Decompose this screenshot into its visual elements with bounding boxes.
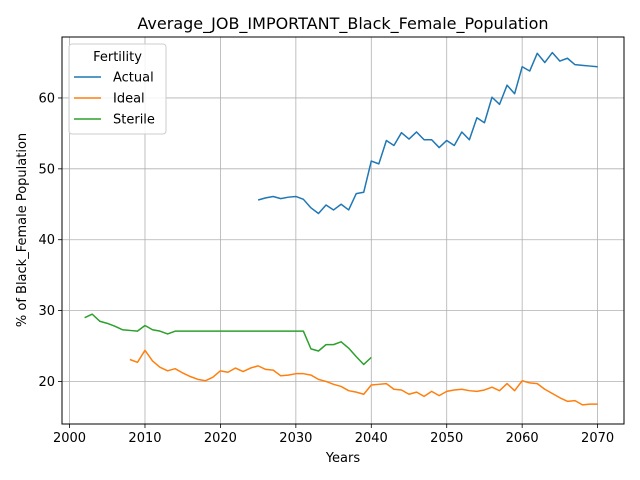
x-tick-label: 2070 bbox=[581, 431, 614, 446]
x-tick-label: 2000 bbox=[53, 431, 86, 446]
series-line-actual bbox=[257, 51, 598, 215]
x-tick-label: 2050 bbox=[430, 431, 463, 446]
plot-frame bbox=[61, 36, 625, 425]
x-tick-label: 2060 bbox=[506, 431, 539, 446]
x-tick-label: 2040 bbox=[355, 431, 388, 446]
y-tick-label: 20 bbox=[38, 375, 55, 390]
y-tick-label: 40 bbox=[38, 233, 55, 248]
chart-title: Average_JOB_IMPORTANT_Black_Female_Popul… bbox=[137, 14, 548, 34]
grid bbox=[62, 37, 624, 424]
x-tick-label: 2030 bbox=[279, 431, 312, 446]
y-tick-label: 50 bbox=[38, 162, 55, 177]
legend-box bbox=[68, 43, 167, 135]
x-axis-label: Years bbox=[325, 451, 361, 466]
ticks: 2000 2010 2020 2030 2040 2050 2060 207020304050… bbox=[38, 91, 614, 446]
y-axis-label: % of Black_Female Population bbox=[15, 133, 30, 327]
x-tick-label: 2010 bbox=[128, 431, 161, 446]
x-tick-label: 2020 bbox=[204, 431, 237, 446]
y-tick-label: 60 bbox=[38, 91, 55, 106]
series-lines bbox=[84, 51, 598, 406]
series-line-ideal bbox=[129, 349, 598, 406]
series-line-sterile bbox=[84, 313, 372, 366]
legend-label-sterile: Sterile bbox=[113, 113, 155, 128]
legend-title: Fertility bbox=[93, 50, 142, 65]
legend-entries: Actual Ideal Sterile bbox=[74, 71, 155, 128]
y-tick-label: 30 bbox=[38, 304, 55, 319]
legend-label-actual: Actual bbox=[113, 71, 154, 86]
legend: Fertility Actual Ideal Sterile bbox=[68, 43, 167, 135]
legend-label-ideal: Ideal bbox=[113, 92, 145, 107]
